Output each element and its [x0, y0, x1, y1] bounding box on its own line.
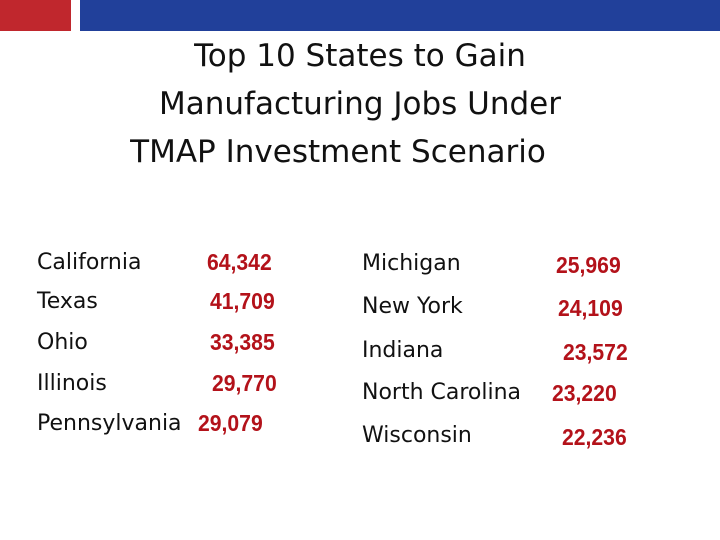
job-count: 25,969	[556, 252, 621, 278]
title-line: Manufacturing Jobs Under	[159, 86, 561, 122]
state-name: Indiana	[362, 338, 444, 363]
job-count: 23,572	[563, 339, 628, 365]
state-name: New York	[362, 294, 463, 319]
state-name: Illinois	[37, 371, 107, 396]
title-line: Top 10 States to Gain	[194, 38, 526, 74]
job-count: 23,220	[552, 380, 617, 406]
state-name: Texas	[37, 289, 98, 314]
state-name: Pennsylvania	[37, 411, 182, 436]
job-count: 33,385	[210, 329, 275, 355]
job-count: 64,342	[207, 249, 272, 275]
job-count: 22,236	[562, 424, 627, 450]
state-name: Ohio	[37, 330, 88, 355]
state-name: North Carolina	[362, 380, 522, 405]
job-count: 29,079	[198, 410, 263, 436]
title-line: TMAP Investment Scenario	[130, 134, 546, 170]
job-count: 24,109	[558, 295, 623, 321]
blue-header-bar	[80, 0, 720, 31]
red-header-block	[0, 0, 71, 31]
job-count: 29,770	[212, 370, 277, 396]
state-name: California	[37, 250, 142, 275]
state-name: Wisconsin	[362, 423, 472, 448]
state-name: Michigan	[362, 251, 461, 276]
job-count: 41,709	[210, 288, 275, 314]
